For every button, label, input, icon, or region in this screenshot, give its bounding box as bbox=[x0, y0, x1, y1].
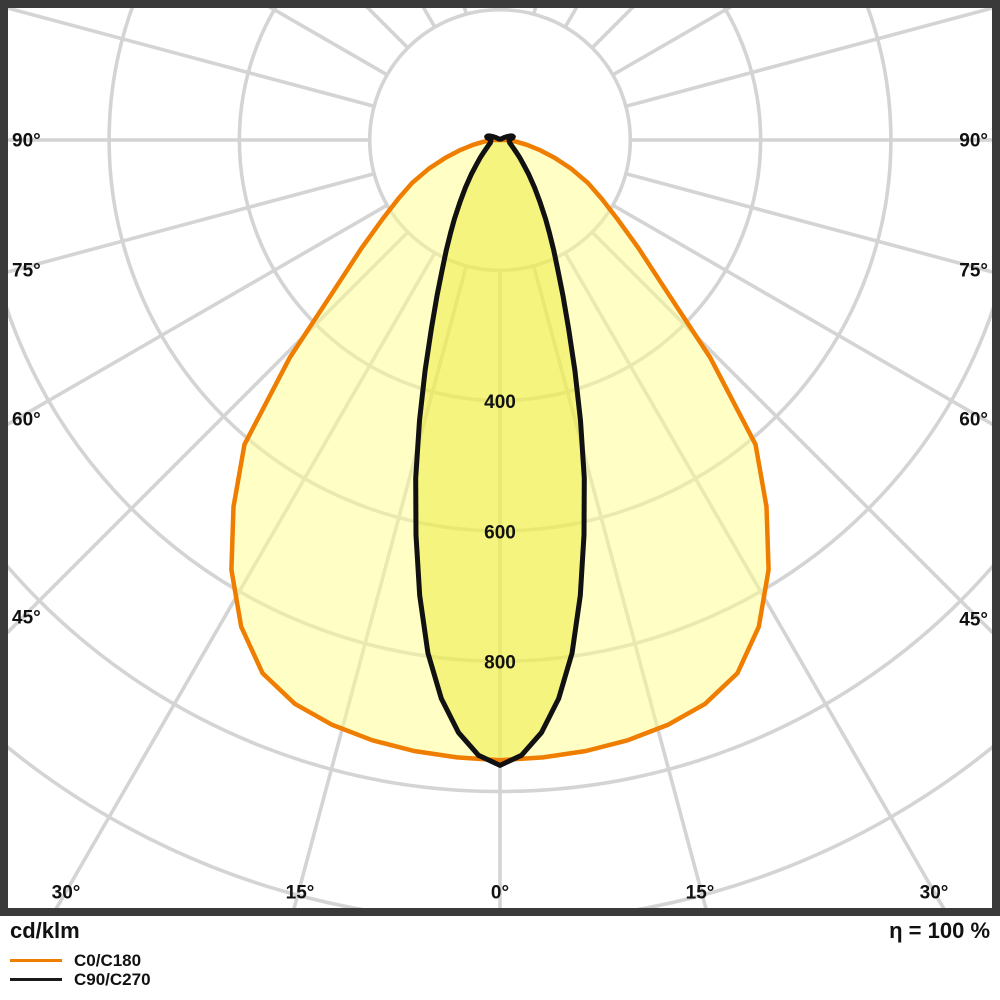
angle-label-5: 75° bbox=[959, 261, 988, 282]
angle-label-9: 15° bbox=[286, 883, 315, 904]
curve-c90-c270 bbox=[413, 133, 587, 768]
ring-label-600: 600 bbox=[484, 522, 516, 543]
fill-c90-c270 bbox=[415, 135, 585, 766]
unit-label: cd/klm bbox=[10, 918, 80, 943]
legend-item-c0-c180: C0/C180 bbox=[10, 951, 151, 970]
ring-label-400: 400 bbox=[484, 392, 516, 413]
c90-c270-line-swatch bbox=[10, 978, 62, 981]
angle-label-12: 30° bbox=[920, 883, 949, 904]
angle-label-6: 60° bbox=[959, 410, 988, 431]
c0-c180-line-swatch bbox=[10, 959, 62, 962]
angle-label-1: 75° bbox=[12, 261, 41, 282]
angle-label-8: 30° bbox=[52, 883, 81, 904]
ring-label-800: 800 bbox=[484, 653, 516, 674]
frame bbox=[0, 0, 1000, 916]
legend: C0/C180 C90/C270 bbox=[10, 951, 151, 989]
efficiency-label: η = 100 % bbox=[889, 918, 990, 943]
angle-label-4: 90° bbox=[959, 131, 988, 152]
angle-label-0: 90° bbox=[12, 131, 41, 152]
legend-label-c90-c270: C90/C270 bbox=[74, 970, 151, 989]
ring-labels: 400 600 800 bbox=[484, 392, 516, 674]
angle-label-10: 0° bbox=[491, 883, 509, 904]
angle-labels: 90° 75° 60° 45° 90° 75° 60° 45° 30° 15° 0° 15° 30° bbox=[12, 131, 988, 904]
curve-c0-c180 bbox=[229, 137, 771, 763]
angle-label-3: 45° bbox=[12, 608, 41, 629]
legend-item-c90-c270: C90/C270 bbox=[10, 970, 151, 989]
angle-label-2: 60° bbox=[12, 410, 41, 431]
angle-label-7: 45° bbox=[959, 610, 988, 631]
fill-c0-c180 bbox=[231, 140, 769, 761]
angle-label-11: 15° bbox=[686, 883, 715, 904]
legend-label-c0-c180: C0/C180 bbox=[74, 951, 142, 970]
